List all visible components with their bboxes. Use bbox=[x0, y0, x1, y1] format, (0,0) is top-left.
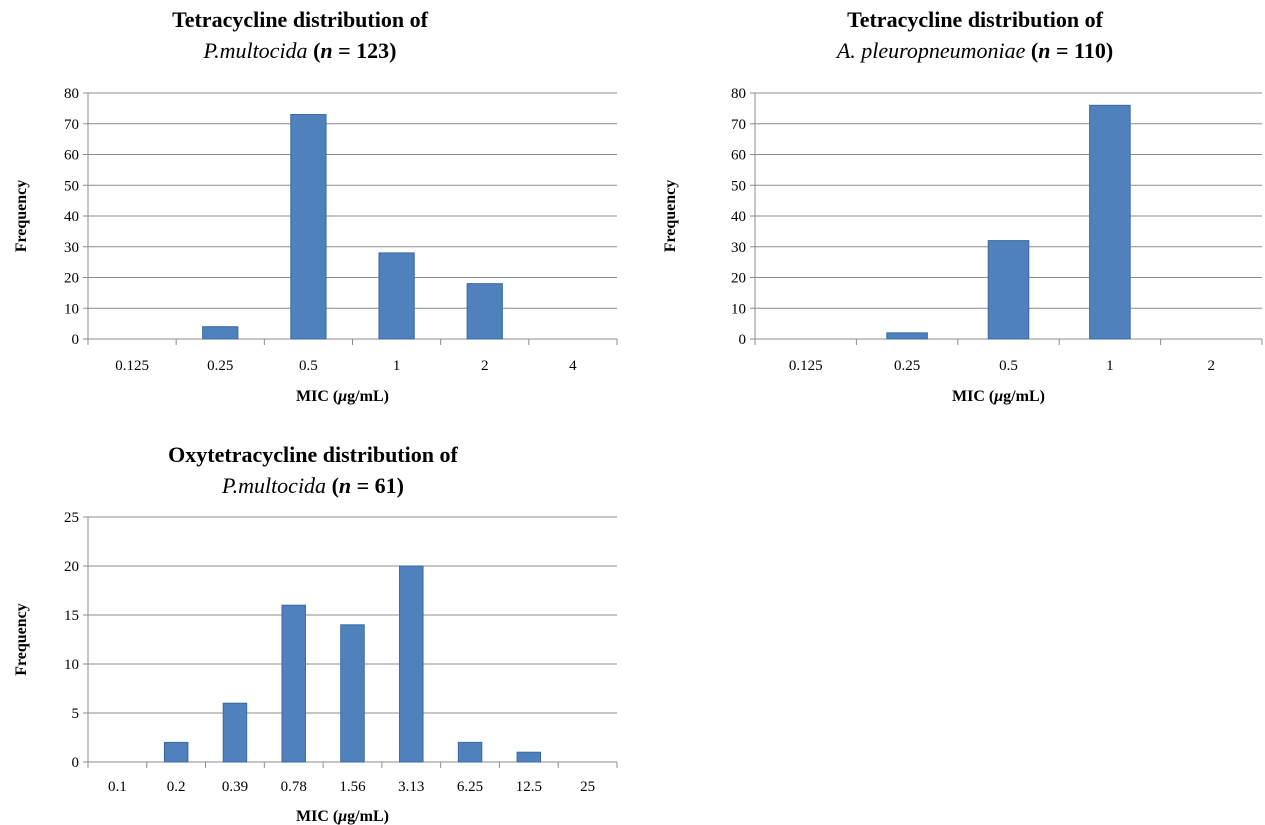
x-axis-label-mu: μ bbox=[337, 808, 347, 825]
bar-1.56 bbox=[340, 624, 365, 763]
x-axis-label-post: g/mL) bbox=[347, 808, 389, 825]
y-axis-label: Frequency bbox=[662, 180, 679, 253]
x-tick-label: 25 bbox=[580, 779, 595, 795]
x-tick-label: 2 bbox=[1208, 358, 1216, 374]
x-tick-label: 0.25 bbox=[207, 358, 233, 374]
y-axis-label: Frequency bbox=[13, 603, 30, 676]
chart-title-organism: A. pleuropneumoniae bbox=[835, 38, 1026, 63]
x-tick-label: 2 bbox=[481, 358, 489, 374]
y-tick-label: 25 bbox=[64, 510, 79, 526]
y-tick-label: 30 bbox=[731, 240, 746, 256]
x-axis-label-pre: MIC ( bbox=[952, 388, 994, 405]
x-axis-label: MIC (μg/mL) bbox=[296, 808, 389, 825]
bar-0.25 bbox=[886, 332, 928, 340]
y-axis-label: Frequency bbox=[13, 180, 30, 253]
bar-1 bbox=[1089, 104, 1131, 340]
chart-title-organism: P.multocida bbox=[221, 473, 326, 498]
chart-tetracycline-a-pleuropneumoniae: Tetracycline distribution of A. pleuropne… bbox=[662, 7, 1263, 405]
bar-0.2 bbox=[163, 741, 189, 763]
y-tick-label: 50 bbox=[64, 178, 79, 194]
x-tick-label: 4 bbox=[569, 358, 577, 374]
y-tick-label: 10 bbox=[731, 301, 746, 317]
chart-title-n: n bbox=[339, 473, 351, 498]
bar-0.39 bbox=[222, 702, 248, 763]
chart-title-line2: P.multocida (n = 123) bbox=[202, 38, 396, 63]
chart-title-count: = 110) bbox=[1051, 38, 1114, 63]
chart-title-line1: Tetracycline distribution of bbox=[847, 7, 1104, 32]
chart-title-line1: Oxytetracycline distribution of bbox=[168, 442, 458, 467]
chart-title-n: n bbox=[1038, 38, 1050, 63]
y-tick-label: 10 bbox=[64, 657, 79, 673]
x-tick-label: 12.5 bbox=[516, 779, 542, 795]
chart-title-count: = 61) bbox=[351, 473, 404, 498]
bar-0.78 bbox=[281, 604, 306, 763]
x-tick-label: 0.5 bbox=[999, 358, 1018, 374]
x-tick-label: 0.5 bbox=[299, 358, 318, 374]
x-tick-label: 1 bbox=[1106, 358, 1114, 374]
x-tick-label: 1.56 bbox=[339, 779, 366, 795]
y-tick-label: 30 bbox=[64, 240, 79, 256]
y-tick-label: 80 bbox=[731, 86, 746, 102]
y-tick-label: 0 bbox=[72, 332, 80, 348]
x-tick-label: 6.25 bbox=[457, 779, 483, 795]
bar-6.25 bbox=[457, 741, 483, 763]
x-tick-label: 0.125 bbox=[789, 358, 823, 374]
chart-title-organism: P.multocida bbox=[202, 38, 307, 63]
y-tick-label: 15 bbox=[64, 608, 79, 624]
bar-2 bbox=[466, 283, 503, 340]
x-axis-label-post: g/mL) bbox=[1003, 388, 1045, 405]
x-tick-label: 0.25 bbox=[894, 358, 920, 374]
y-tick-label: 0 bbox=[72, 755, 80, 771]
x-axis-label: MIC (μg/mL) bbox=[952, 388, 1045, 405]
y-tick-label: 40 bbox=[731, 209, 746, 225]
x-axis-label-post: g/mL) bbox=[347, 388, 389, 405]
x-tick-label: 0.125 bbox=[115, 358, 149, 374]
chart-title-paren: ( bbox=[1025, 38, 1038, 63]
chart-tetracycline-p-multocida: Tetracycline distribution of P.multocida … bbox=[13, 7, 618, 405]
chart-title-line2: P.multocida (n = 61) bbox=[221, 473, 404, 498]
bar-0.25 bbox=[202, 326, 239, 340]
x-tick-label: 0.1 bbox=[108, 779, 127, 795]
x-axis-label-pre: MIC ( bbox=[296, 808, 338, 825]
y-tick-label: 60 bbox=[64, 148, 79, 164]
bar-0.5 bbox=[290, 114, 327, 340]
x-tick-label: 3.13 bbox=[398, 779, 424, 795]
x-tick-label: 0.2 bbox=[167, 779, 186, 795]
y-tick-label: 50 bbox=[731, 178, 746, 194]
y-tick-label: 20 bbox=[731, 271, 746, 287]
chart-title-paren: ( bbox=[308, 38, 321, 63]
y-tick-label: 40 bbox=[64, 209, 79, 225]
y-tick-label: 60 bbox=[731, 148, 746, 164]
chart-title-line1: Tetracycline distribution of bbox=[172, 7, 429, 32]
bar-1 bbox=[378, 252, 415, 340]
y-tick-label: 0 bbox=[739, 332, 747, 348]
chart-title-paren: ( bbox=[326, 473, 339, 498]
x-axis-label: MIC (μg/mL) bbox=[296, 388, 389, 405]
y-tick-label: 70 bbox=[731, 117, 746, 133]
chart-title-line2: A. pleuropneumoniae (n = 110) bbox=[835, 38, 1113, 63]
x-axis-label-mu: μ bbox=[993, 388, 1003, 405]
y-tick-label: 20 bbox=[64, 559, 79, 575]
x-axis-label-pre: MIC ( bbox=[296, 388, 338, 405]
bar-12.5 bbox=[516, 751, 542, 763]
chart-title-n: n bbox=[320, 38, 332, 63]
y-tick-label: 10 bbox=[64, 301, 79, 317]
bar-3.13 bbox=[399, 565, 424, 763]
y-tick-label: 5 bbox=[72, 706, 80, 722]
y-tick-label: 20 bbox=[64, 271, 79, 287]
x-tick-label: 0.78 bbox=[281, 779, 307, 795]
chart-oxytetracycline-p-multocida: Oxytetracycline distribution of P.multoci… bbox=[13, 442, 618, 825]
bar-0.5 bbox=[987, 240, 1030, 340]
y-tick-label: 70 bbox=[64, 117, 79, 133]
y-tick-label: 80 bbox=[64, 86, 79, 102]
x-tick-label: 0.39 bbox=[222, 779, 248, 795]
x-axis-label-mu: μ bbox=[337, 388, 347, 405]
chart-title-count: = 123) bbox=[333, 38, 397, 63]
x-tick-label: 1 bbox=[393, 358, 401, 374]
